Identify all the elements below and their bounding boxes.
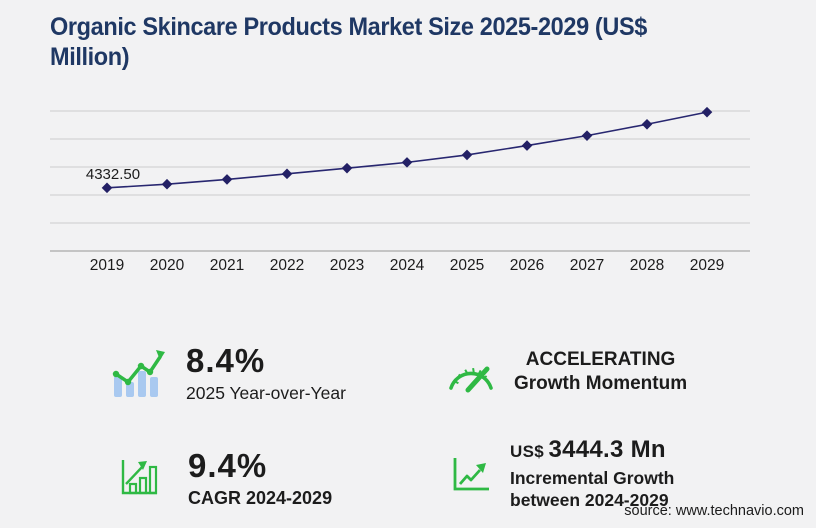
currency-prefix: US$ xyxy=(510,442,544,461)
x-tick-2024: 2024 xyxy=(390,257,425,274)
x-tick-2021: 2021 xyxy=(210,257,244,274)
data-point-2023 xyxy=(341,162,353,174)
cagr-label: CAGR 2024-2029 xyxy=(188,488,333,508)
market-size-line-chart: 2019 2020 2021 2022 2023 2024 2025 2026 2027 2028… xyxy=(50,100,750,278)
data-point-2021 xyxy=(221,174,233,185)
x-tick-2019: 2019 xyxy=(90,257,124,274)
growth-bars-icon xyxy=(121,460,158,495)
x-tick-2028: 2028 xyxy=(630,257,664,274)
x-tick-2029: 2029 xyxy=(690,257,724,274)
x-tick-2023: 2023 xyxy=(330,257,364,274)
data-point-2029 xyxy=(701,106,713,118)
data-point-2022 xyxy=(281,168,293,180)
data-point-2020 xyxy=(161,178,173,190)
data-point-2028 xyxy=(641,118,653,130)
incremental-label-line1: Incremental Growth xyxy=(510,468,675,488)
speedometer-icon xyxy=(449,366,493,393)
incremental-label-line2: between 2024-2029 xyxy=(510,490,669,510)
x-tick-2027: 2027 xyxy=(570,257,604,274)
stat-cagr: 9.4% CAGR 2024-2029 xyxy=(120,447,332,509)
yoy-value: 8.4% xyxy=(186,342,266,379)
bar-chart-trend-icon xyxy=(112,350,165,397)
incremental-value-line: US$ 3444.3 Mn xyxy=(510,436,674,464)
data-point-2024 xyxy=(401,157,413,168)
incremental-label: Incremental Growth between 2024-2029 xyxy=(510,467,674,511)
data-label-2019: 4332.50 xyxy=(86,166,140,183)
page-title: Organic Skincare Products Market Size 20… xyxy=(50,13,647,71)
x-tick-2022: 2022 xyxy=(270,257,304,274)
data-point-2026 xyxy=(521,140,533,151)
data-point-2025 xyxy=(461,149,473,161)
x-tick-2025: 2025 xyxy=(450,257,484,274)
incremental-value: 3444.3 Mn xyxy=(548,436,666,463)
cagr-value: 9.4% xyxy=(188,447,268,484)
stat-incremental-growth: US$ 3444.3 Mn Incremental Growth between… xyxy=(452,436,674,511)
line-chart-svg: 2019 2020 2021 2022 2023 2024 2025 2026 2027 2028… xyxy=(50,106,750,274)
momentum-label: Growth Momentum xyxy=(514,373,688,394)
stat-yoy-text: 8.4% 2025 Year-over-Year xyxy=(186,342,346,404)
source-credit: source: www.technavio.com xyxy=(624,503,804,519)
stat-yoy-growth: 8.4% 2025 Year-over-Year xyxy=(112,342,346,404)
x-tick-2020: 2020 xyxy=(150,257,185,274)
trend-line xyxy=(106,111,708,189)
stat-incremental-text: US$ 3444.3 Mn Incremental Growth between… xyxy=(510,436,674,511)
x-tick-2026: 2026 xyxy=(510,257,544,274)
yoy-label: 2025 Year-over-Year xyxy=(186,383,346,403)
data-point-2019 xyxy=(101,182,113,194)
stat-growth-momentum: ACCELERATING Growth Momentum xyxy=(446,348,687,396)
trend-axes-icon xyxy=(453,457,489,490)
momentum-value: ACCELERATING xyxy=(525,349,676,370)
stat-cagr-text: 9.4% CAGR 2024-2029 xyxy=(188,447,332,509)
data-point-2027 xyxy=(581,130,593,141)
stat-momentum-text: ACCELERATING Growth Momentum xyxy=(514,348,687,396)
